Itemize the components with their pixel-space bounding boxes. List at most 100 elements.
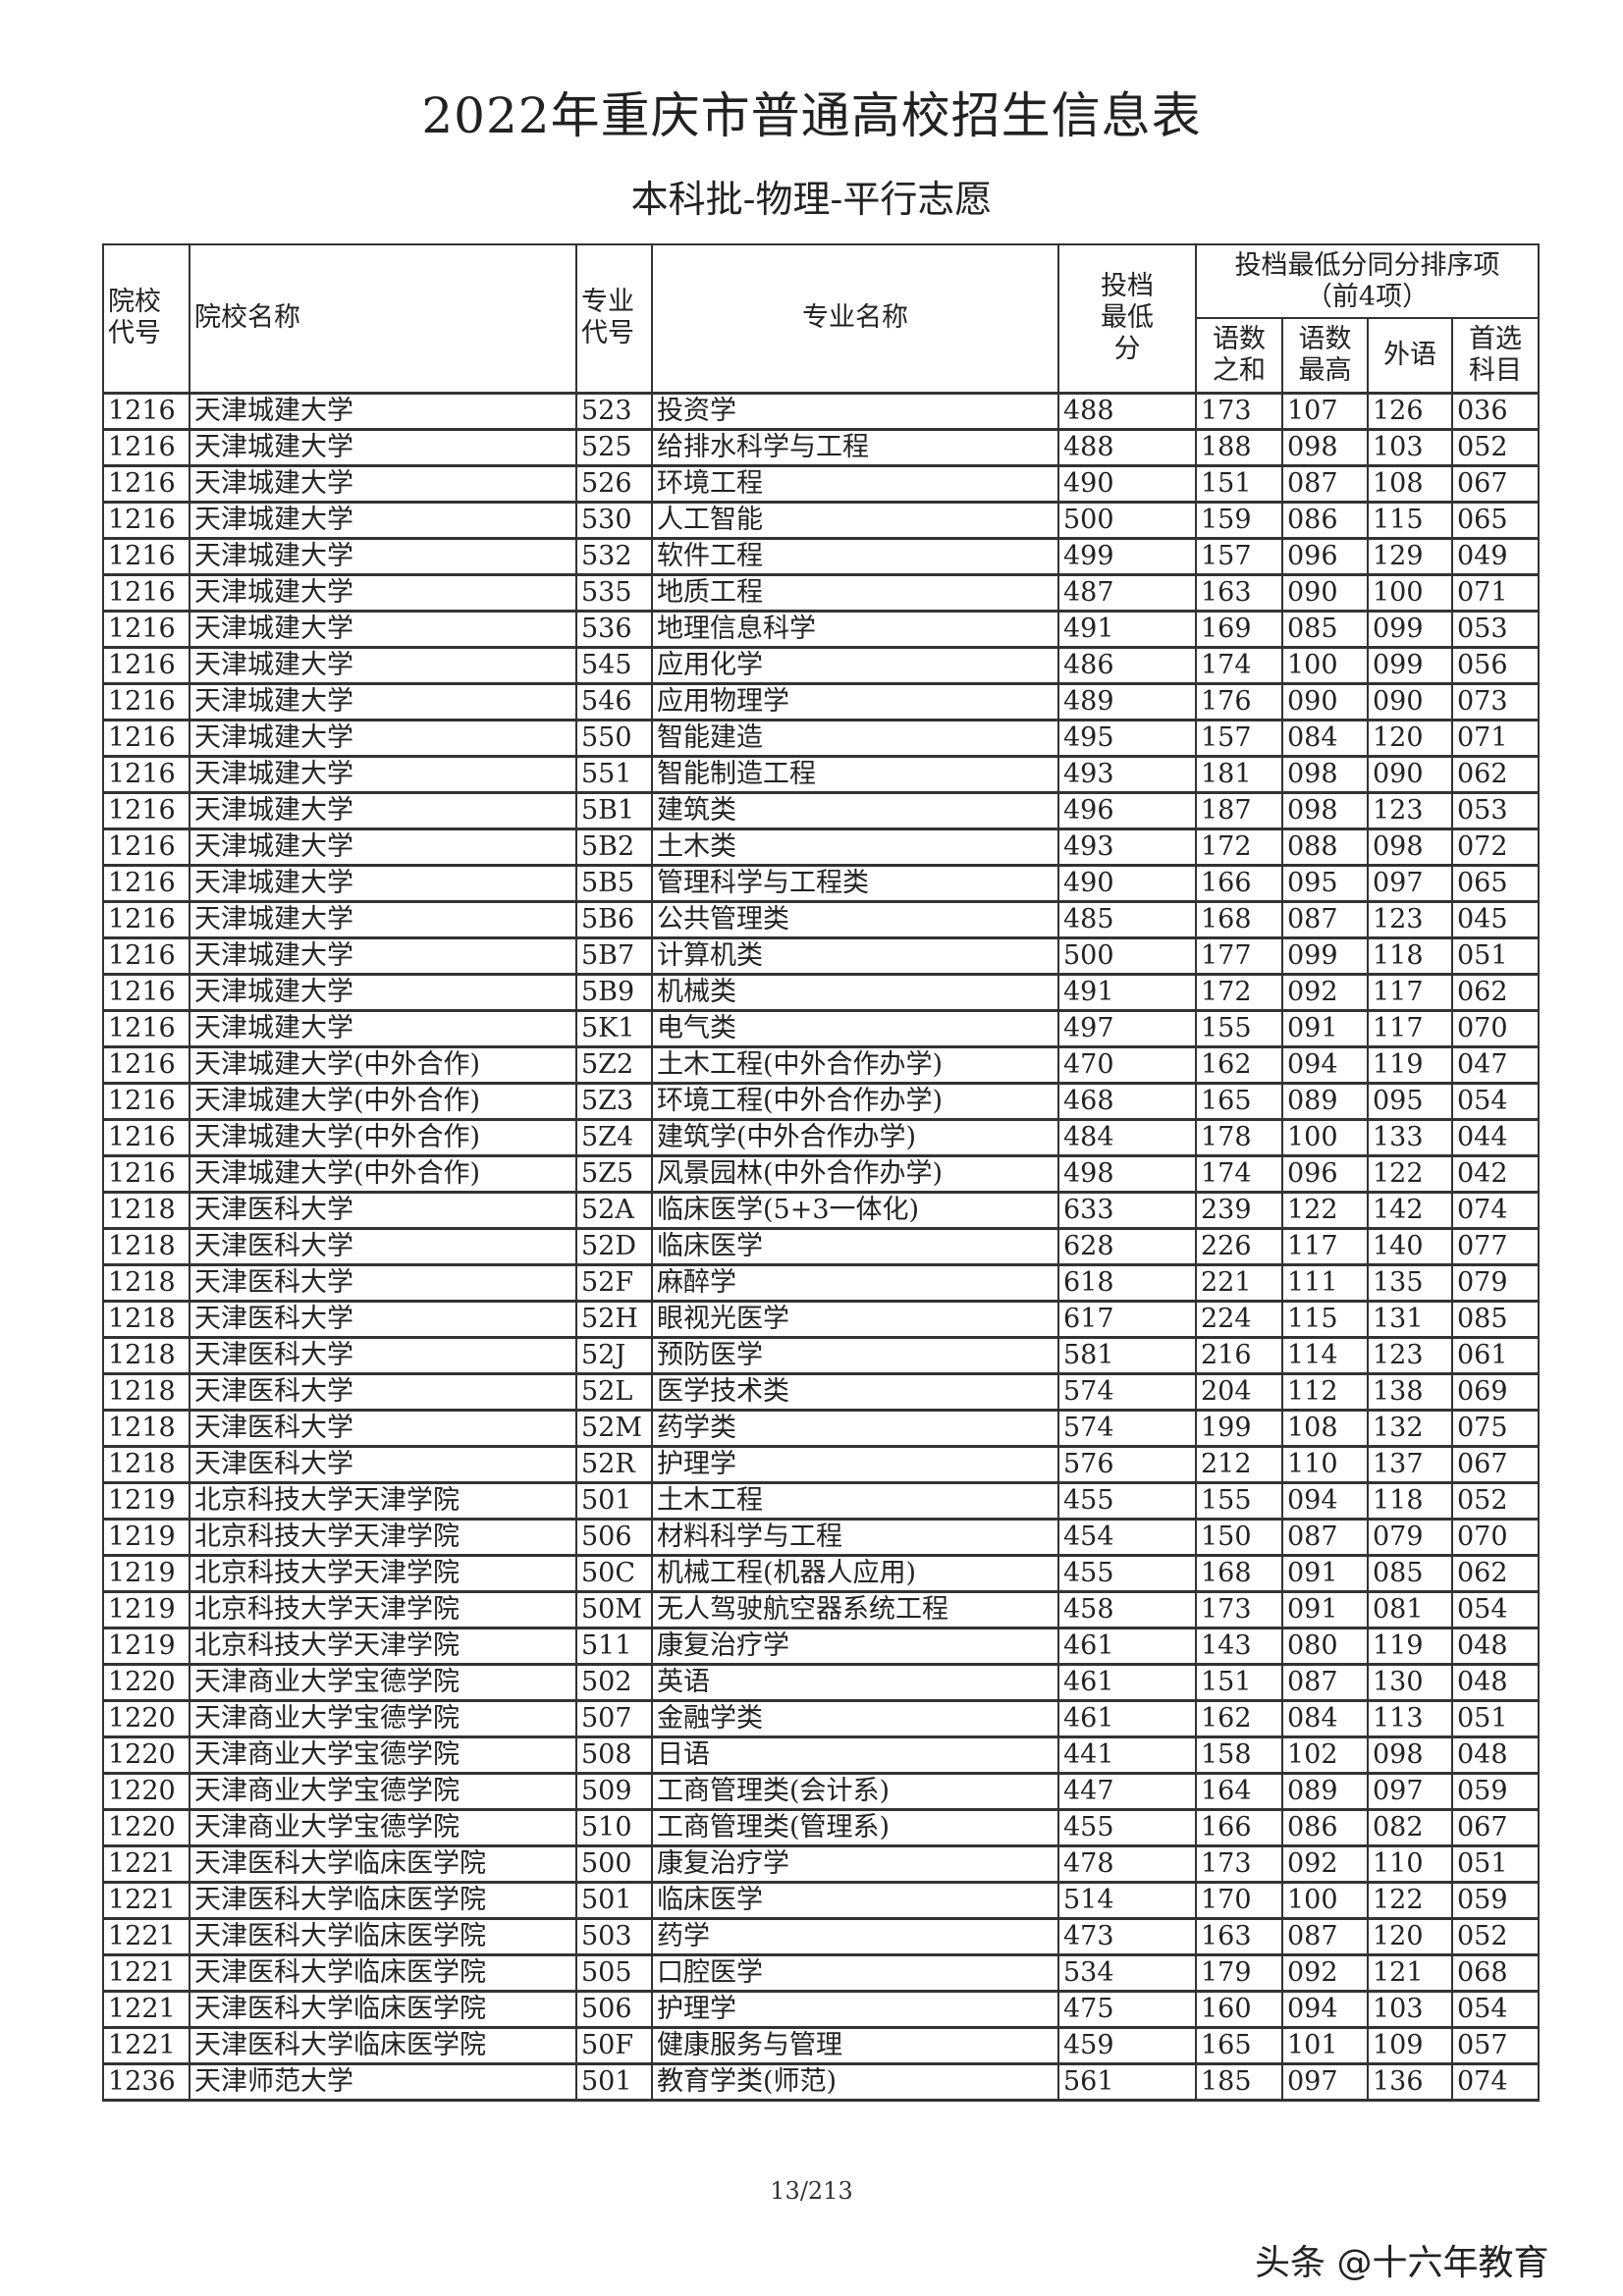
cell-school-name: 天津城建大学 bbox=[189, 718, 577, 758]
cell-school-name: 天津城建大学(中外合作) bbox=[189, 1153, 577, 1194]
cell-min-score: 514 bbox=[1057, 1880, 1197, 1920]
cell-foreign-language: 113 bbox=[1367, 1698, 1453, 1738]
cell-school-code: 1216 bbox=[102, 645, 190, 685]
cell-first-subject: 079 bbox=[1451, 1262, 1540, 1303]
cell-major-code: 50C bbox=[575, 1553, 653, 1593]
cell-major-code: 50F bbox=[575, 2025, 653, 2065]
cell-school-code: 1216 bbox=[102, 609, 190, 649]
cell-foreign-language: 103 bbox=[1367, 1989, 1453, 2029]
cell-major-name: 临床医学(5+3一体化) bbox=[651, 1190, 1059, 1230]
cell-school-name: 天津医科大学临床医学院 bbox=[189, 2025, 577, 2065]
cell-chinese-math-sum: 187 bbox=[1195, 790, 1283, 830]
cell-school-code: 1220 bbox=[102, 1735, 190, 1775]
table-row: 1218 天津医科大学 52M 药学类 574 199 108 132 075 bbox=[102, 1408, 1540, 1448]
cell-school-name: 北京科技大学天津学院 bbox=[189, 1517, 577, 1557]
cell-chinese-math-sum: 159 bbox=[1195, 500, 1283, 540]
cell-major-name: 口腔医学 bbox=[651, 1952, 1059, 1993]
table-row: 1219 北京科技大学天津学院 501 土木工程 455 155 094 118 052 bbox=[102, 1480, 1540, 1521]
table-row: 1216 天津城建大学 546 应用物理学 489 176 090 090 073 bbox=[102, 681, 1540, 721]
cell-major-name: 应用物理学 bbox=[651, 681, 1059, 721]
cell-school-code: 1218 bbox=[102, 1335, 190, 1375]
cell-major-name: 风景园林(中外合作办学) bbox=[651, 1153, 1059, 1194]
table-row: 1219 北京科技大学天津学院 50M 无人驾驶航空器系统工程 458 173 091 081… bbox=[102, 1589, 1540, 1629]
cell-min-score: 500 bbox=[1057, 935, 1197, 976]
cell-foreign-language: 082 bbox=[1367, 1807, 1453, 1847]
cell-school-name: 天津师范大学 bbox=[189, 2061, 577, 2102]
cell-school-name: 天津医科大学 bbox=[189, 1371, 577, 1412]
cell-major-code: 505 bbox=[575, 1952, 653, 1993]
cell-school-code: 1216 bbox=[102, 572, 190, 613]
cell-foreign-language: 081 bbox=[1367, 1589, 1453, 1629]
cell-first-subject: 053 bbox=[1451, 609, 1540, 649]
cell-chinese-math-max: 100 bbox=[1281, 645, 1369, 685]
cell-min-score: 488 bbox=[1057, 391, 1197, 431]
cell-school-name: 天津城建大学(中外合作) bbox=[189, 1081, 577, 1121]
table-row: 1218 天津医科大学 52H 眼视光医学 617 224 115 131 085 bbox=[102, 1299, 1540, 1339]
cell-school-code: 1221 bbox=[102, 1843, 190, 1884]
table-row: 1218 天津医科大学 52R 护理学 576 212 110 137 067 bbox=[102, 1444, 1540, 1484]
cell-min-score: 500 bbox=[1057, 500, 1197, 540]
cell-school-code: 1219 bbox=[102, 1517, 190, 1557]
cell-chinese-math-max: 092 bbox=[1281, 1952, 1369, 1993]
cell-school-name: 天津城建大学 bbox=[189, 391, 577, 431]
cell-major-code: 530 bbox=[575, 500, 653, 540]
cell-first-subject: 074 bbox=[1451, 2061, 1540, 2102]
cell-chinese-math-max: 100 bbox=[1281, 1880, 1369, 1920]
table-row: 1216 天津城建大学(中外合作) 5Z3 环境工程(中外合作办学) 468 165 089… bbox=[102, 1081, 1540, 1121]
cell-major-code: 523 bbox=[575, 391, 653, 431]
cell-chinese-math-sum: 174 bbox=[1195, 645, 1283, 685]
cell-major-name: 土木工程(中外合作办学) bbox=[651, 1044, 1059, 1085]
cell-chinese-math-sum: 162 bbox=[1195, 1698, 1283, 1738]
cell-foreign-language: 137 bbox=[1367, 1444, 1453, 1484]
cell-chinese-math-sum: 151 bbox=[1195, 463, 1283, 504]
table-row: 1221 天津医科大学临床医学院 505 口腔医学 534 179 092 121 068 bbox=[102, 1952, 1540, 1993]
cell-min-score: 455 bbox=[1057, 1480, 1197, 1521]
cell-chinese-math-sum: 199 bbox=[1195, 1408, 1283, 1448]
cell-school-name: 天津商业大学宝德学院 bbox=[189, 1698, 577, 1738]
cell-min-score: 493 bbox=[1057, 754, 1197, 794]
cell-chinese-math-max: 094 bbox=[1281, 1989, 1369, 2029]
cell-first-subject: 048 bbox=[1451, 1735, 1540, 1775]
cell-chinese-math-max: 097 bbox=[1281, 2061, 1369, 2102]
cell-min-score: 574 bbox=[1057, 1371, 1197, 1412]
table-row: 1216 天津城建大学 5B6 公共管理类 485 168 087 123 045 bbox=[102, 899, 1540, 939]
cell-school-name: 天津医科大学 bbox=[189, 1262, 577, 1303]
cell-chinese-math-sum: 216 bbox=[1195, 1335, 1283, 1375]
cell-chinese-math-max: 087 bbox=[1281, 1517, 1369, 1557]
cell-major-code: 506 bbox=[575, 1989, 653, 2029]
cell-chinese-math-max: 117 bbox=[1281, 1226, 1369, 1266]
cell-min-score: 447 bbox=[1057, 1771, 1197, 1811]
cell-chinese-math-max: 114 bbox=[1281, 1335, 1369, 1375]
cell-chinese-math-max: 098 bbox=[1281, 754, 1369, 794]
cell-major-name: 地理信息科学 bbox=[651, 609, 1059, 649]
cell-first-subject: 062 bbox=[1451, 754, 1540, 794]
cell-first-subject: 054 bbox=[1451, 1081, 1540, 1121]
cell-school-code: 1216 bbox=[102, 500, 190, 540]
cell-major-code: 5B5 bbox=[575, 863, 653, 903]
cell-major-name: 无人驾驶航空器系统工程 bbox=[651, 1589, 1059, 1629]
cell-min-score: 458 bbox=[1057, 1589, 1197, 1629]
cell-chinese-math-sum: 163 bbox=[1195, 572, 1283, 613]
cell-major-name: 智能建造 bbox=[651, 718, 1059, 758]
cell-first-subject: 045 bbox=[1451, 899, 1540, 939]
cell-chinese-math-max: 084 bbox=[1281, 718, 1369, 758]
cell-school-code: 1221 bbox=[102, 2025, 190, 2065]
cell-chinese-math-sum: 177 bbox=[1195, 935, 1283, 976]
cell-major-name: 土木类 bbox=[651, 827, 1059, 867]
cell-chinese-math-sum: 173 bbox=[1195, 391, 1283, 431]
cell-chinese-math-max: 090 bbox=[1281, 681, 1369, 721]
cell-major-name: 给排水科学与工程 bbox=[651, 427, 1059, 467]
cell-min-score: 628 bbox=[1057, 1226, 1197, 1266]
cell-school-code: 1219 bbox=[102, 1626, 190, 1666]
cell-school-name: 天津商业大学宝德学院 bbox=[189, 1771, 577, 1811]
cell-foreign-language: 120 bbox=[1367, 1916, 1453, 1956]
cell-school-code: 1220 bbox=[102, 1771, 190, 1811]
cell-school-code: 1216 bbox=[102, 1044, 190, 1085]
cell-foreign-language: 130 bbox=[1367, 1662, 1453, 1702]
cell-chinese-math-max: 090 bbox=[1281, 572, 1369, 613]
cell-school-name: 天津城建大学 bbox=[189, 863, 577, 903]
cell-chinese-math-sum: 176 bbox=[1195, 681, 1283, 721]
cell-min-score: 561 bbox=[1057, 2061, 1197, 2102]
cell-major-name: 环境工程 bbox=[651, 463, 1059, 504]
cell-major-code: 52H bbox=[575, 1299, 653, 1339]
